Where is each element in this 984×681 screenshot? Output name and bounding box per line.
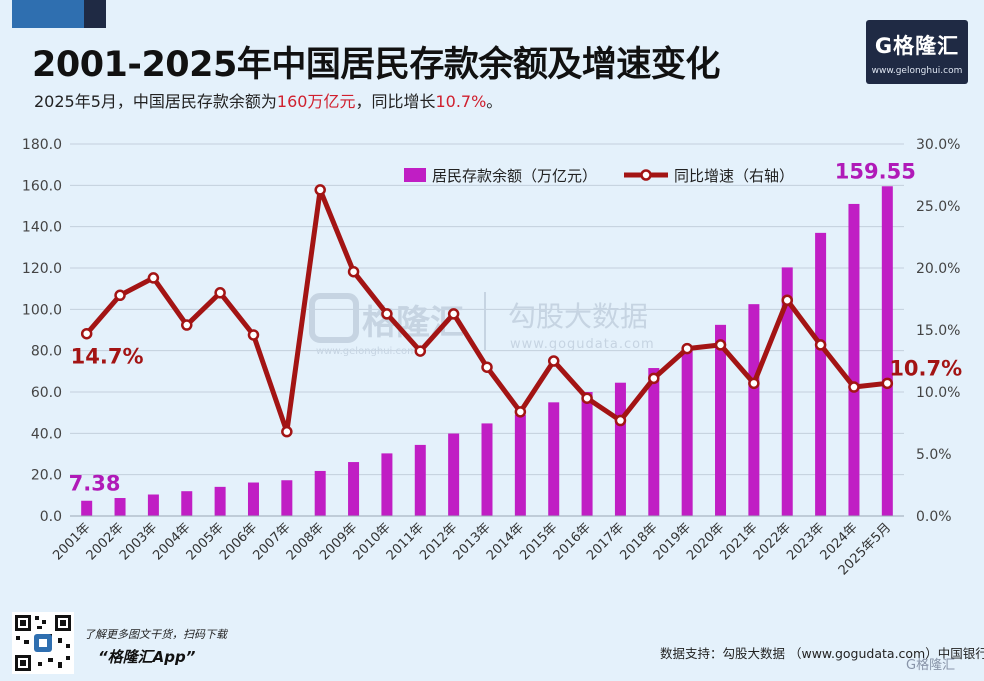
legend-label-growth: 同比增速（右轴） bbox=[674, 167, 794, 185]
bar bbox=[381, 453, 393, 516]
left-axis-tick-label: 120.0 bbox=[22, 261, 62, 277]
right-axis-tick-label: 25.0% bbox=[916, 199, 960, 215]
left-axis-tick-label: 0.0 bbox=[40, 509, 62, 525]
bar bbox=[314, 470, 326, 516]
qr-caption: 了解更多图文干货，扫码下载 bbox=[84, 628, 227, 641]
bar bbox=[114, 498, 126, 516]
header-accent-navy bbox=[84, 0, 106, 28]
growth-point bbox=[881, 377, 894, 390]
bar bbox=[648, 368, 660, 516]
chart-area: 0.0 20.0 40.0 60.0 80.0 100.0 120.0 140.0 160.0 1… bbox=[22, 137, 962, 578]
bar bbox=[81, 500, 93, 516]
growth-point bbox=[114, 289, 126, 302]
bar bbox=[881, 186, 893, 516]
subtitle-text-3: 。 bbox=[486, 92, 503, 111]
bar bbox=[848, 203, 860, 516]
growth-point bbox=[314, 184, 326, 196]
growth-point bbox=[147, 272, 160, 284]
growth-point bbox=[614, 414, 627, 427]
app-name: “格隆汇App” bbox=[98, 648, 196, 666]
line-data-label: 14.7% bbox=[71, 345, 144, 369]
watermark-logo-icon bbox=[309, 293, 359, 343]
growth-point bbox=[247, 329, 260, 341]
growth-point bbox=[447, 308, 460, 320]
bar bbox=[681, 347, 693, 516]
subtitle-highlight-growth: 10.7% bbox=[435, 92, 487, 111]
bar bbox=[614, 382, 626, 516]
growth-point bbox=[681, 342, 693, 355]
bar bbox=[748, 304, 760, 516]
bar bbox=[147, 494, 159, 516]
qr-code bbox=[12, 612, 74, 674]
bar bbox=[448, 433, 460, 516]
growth-point bbox=[648, 372, 660, 385]
brand-logo: G格隆汇 www.gelonghui.com bbox=[866, 20, 968, 84]
subtitle-highlight-balance: 160万亿元 bbox=[276, 92, 356, 111]
header-accent-blue bbox=[12, 0, 84, 28]
bar bbox=[514, 414, 526, 516]
bar bbox=[214, 486, 226, 516]
left-axis-tick-label: 180.0 bbox=[22, 137, 62, 153]
subtitle-text-1: 2025年5月，中国居民存款余额为 bbox=[34, 92, 277, 111]
bar bbox=[247, 482, 259, 516]
bar-data-label: 159.55 bbox=[835, 159, 916, 183]
right-axis-tick-label: 20.0% bbox=[916, 261, 960, 277]
right-axis-tick-label: 10.0% bbox=[916, 385, 960, 401]
left-axis-tick-label: 40.0 bbox=[31, 426, 62, 442]
growth-point bbox=[347, 265, 360, 278]
growth-point bbox=[814, 339, 827, 351]
footer-brand-mark: G格隆汇 bbox=[906, 658, 956, 673]
right-axis-tick-label: 0.0% bbox=[916, 509, 952, 525]
left-axis-tick-label: 60.0 bbox=[31, 385, 62, 401]
left-axis-tick-label: 100.0 bbox=[22, 302, 62, 318]
growth-point bbox=[514, 406, 527, 418]
legend-swatch-balance bbox=[404, 168, 426, 182]
watermark-partner-url: www.gogudata.com bbox=[510, 337, 655, 352]
bar bbox=[581, 392, 593, 516]
logo-url: www.gelonghui.com bbox=[871, 66, 963, 76]
right-axis-tick-label: 30.0% bbox=[916, 137, 960, 153]
bar bbox=[781, 267, 793, 516]
bar bbox=[348, 462, 360, 516]
growth-point bbox=[848, 381, 860, 393]
bar bbox=[715, 324, 727, 516]
growth-point bbox=[581, 392, 593, 404]
growth-point bbox=[547, 355, 560, 367]
growth-line bbox=[84, 187, 888, 435]
logo-text: G格隆汇 bbox=[874, 34, 960, 58]
bar bbox=[414, 444, 426, 516]
left-axis-tick-label: 80.0 bbox=[31, 344, 62, 360]
watermark-partner: 勾股大数据 bbox=[508, 300, 648, 333]
growth-point bbox=[481, 361, 493, 373]
page-title: 2001-2025年中国居民存款余额及增速变化 bbox=[32, 45, 720, 85]
legend-label-balance: 居民存款余额（万亿元） bbox=[432, 167, 597, 185]
left-axis-tick-label: 20.0 bbox=[31, 468, 62, 484]
growth-point bbox=[748, 377, 760, 390]
left-axis-tick-label: 140.0 bbox=[22, 220, 62, 236]
watermark-brand-url: www.gelonghui.com bbox=[316, 346, 417, 357]
bar bbox=[181, 491, 193, 516]
growth-point bbox=[181, 319, 193, 331]
growth-point bbox=[381, 308, 393, 320]
data-source: 数据支持：勾股大数据 （www.gogudata.com）中国银行 bbox=[660, 646, 984, 661]
line-data-label: 10.7% bbox=[889, 356, 962, 380]
subtitle-text-2: ，同比增长 bbox=[355, 92, 436, 111]
legend-marker-growth bbox=[640, 169, 652, 181]
left-axis-tick-label: 160.0 bbox=[22, 178, 62, 194]
growth-point bbox=[781, 294, 793, 306]
bar bbox=[481, 423, 493, 516]
bar bbox=[548, 402, 560, 516]
right-axis-tick-label: 15.0% bbox=[916, 323, 960, 339]
right-axis-tick-label: 5.0% bbox=[916, 447, 952, 463]
bar-data-label: 7.38 bbox=[69, 472, 121, 496]
growth-point bbox=[214, 287, 226, 299]
growth-point bbox=[714, 339, 727, 351]
growth-point bbox=[281, 425, 293, 438]
growth-point bbox=[80, 327, 93, 340]
page-subtitle: 2025年5月，中国居民存款余额为160万亿元，同比增长10.7%。 bbox=[34, 88, 502, 112]
growth-point bbox=[414, 345, 427, 357]
bar bbox=[281, 480, 293, 516]
bar bbox=[815, 232, 827, 516]
